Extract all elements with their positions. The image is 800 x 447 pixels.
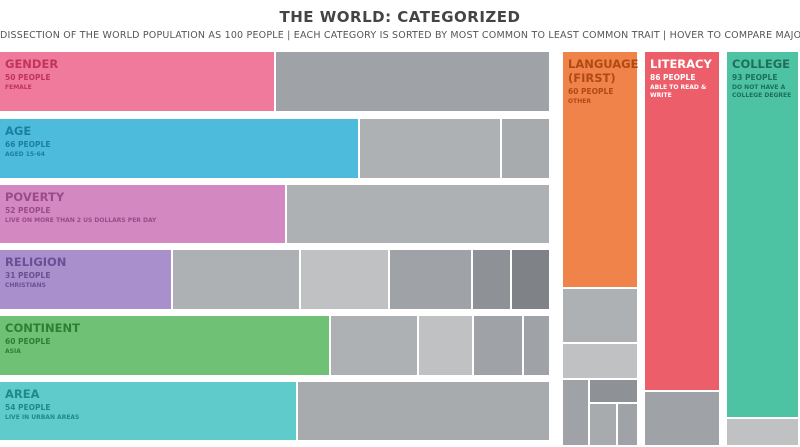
people-count: 66 PEOPLE: [5, 140, 51, 149]
category-label: POVERTY: [5, 190, 65, 204]
people-count: 93 PEOPLE: [732, 73, 778, 82]
people-count: 60 PEOPLE: [568, 87, 614, 96]
category-religion: RELIGION 31 PEOPLE CHRISTIANS: [0, 250, 551, 311]
continent-other-segment[interactable]: [331, 316, 419, 377]
category-label: CONTINENT: [5, 321, 80, 335]
trait-label: FEMALE: [5, 84, 32, 91]
religion-other-segment[interactable]: [390, 250, 473, 311]
category-gender: GENDER 50 PEOPLE FEMALE: [0, 52, 551, 113]
continent-other-segment[interactable]: [524, 316, 551, 377]
category-college: COLLEGE 93 PEOPLE DO NOT HAVE A COLLEGE DE…: [727, 52, 800, 447]
people-count: 52 PEOPLE: [5, 206, 51, 215]
language-first-other-segment[interactable]: [563, 380, 590, 447]
category-language-first: LANGUAGE (FIRST) 60 PEOPLE OTHER: [563, 52, 639, 447]
majority-segment[interactable]: POVERTY 52 PEOPLE LIVE ON MORE THAN 2 US D…: [0, 185, 287, 245]
category-label: AREA: [5, 387, 40, 401]
majority-segment[interactable]: COLLEGE 93 PEOPLE DO NOT HAVE A COLLEGE DE…: [727, 52, 800, 419]
area-other-segment[interactable]: [298, 382, 551, 442]
language-first-other-segment[interactable]: [618, 404, 639, 447]
chart-title: THE WORLD: CATEGORIZED: [279, 8, 521, 26]
category-label: COLLEGE: [732, 57, 791, 71]
chart-subtitle: DISSECTION OF THE WORLD POPULATION AS 10…: [0, 30, 800, 41]
majority-segment[interactable]: LITERACY 86 PEOPLE ABLE TO READ & WRITE: [645, 52, 721, 392]
majority-segment[interactable]: RELIGION 31 PEOPLE CHRISTIANS: [0, 250, 173, 311]
religion-other-segment[interactable]: [512, 250, 551, 311]
category-literacy: LITERACY 86 PEOPLE ABLE TO READ & WRITE: [645, 52, 721, 447]
trait-label: LIVE IN URBAN AREAS: [5, 414, 80, 421]
category-age: AGE 66 PEOPLE AGED 15-64: [0, 119, 551, 180]
religion-other-segment[interactable]: [473, 250, 512, 311]
majority-segment[interactable]: AREA 54 PEOPLE LIVE IN URBAN AREAS: [0, 382, 298, 442]
college-other-segment[interactable]: [727, 419, 800, 447]
trait-label: ABLE TO READ & WRITE: [650, 84, 707, 99]
people-count: 86 PEOPLE: [650, 73, 696, 82]
majority-segment[interactable]: AGE 66 PEOPLE AGED 15-64: [0, 119, 360, 180]
people-count: 54 PEOPLE: [5, 403, 51, 412]
age-other-segment[interactable]: [502, 119, 551, 180]
people-count: 60 PEOPLE: [5, 337, 51, 346]
gender-other-segment[interactable]: [276, 52, 551, 113]
category-label: GENDER: [5, 57, 59, 71]
continent-other-segment[interactable]: [474, 316, 524, 377]
language-first-other-segment[interactable]: [563, 344, 639, 380]
people-count: 50 PEOPLE: [5, 73, 51, 82]
language-first-other-segment[interactable]: [563, 289, 639, 344]
trait-label: ASIA: [5, 348, 21, 355]
religion-other-segment[interactable]: [173, 250, 301, 311]
majority-segment[interactable]: GENDER 50 PEOPLE FEMALE: [0, 52, 276, 113]
category-label: LITERACY: [650, 57, 712, 71]
language-first-other-segment[interactable]: [590, 404, 618, 447]
age-other-segment[interactable]: [360, 119, 502, 180]
poverty-other-segment[interactable]: [287, 185, 551, 245]
language-first-other-segment[interactable]: [590, 380, 639, 404]
majority-segment[interactable]: CONTINENT 60 PEOPLE ASIA: [0, 316, 331, 377]
category-label: RELIGION: [5, 255, 67, 269]
trait-label: DO NOT HAVE A COLLEGE DEGREE: [732, 84, 792, 99]
people-count: 31 PEOPLE: [5, 271, 51, 280]
trait-label: AGED 15-64: [5, 151, 45, 158]
category-label: AGE: [5, 124, 32, 138]
majority-segment[interactable]: LANGUAGE (FIRST) 60 PEOPLE OTHER: [563, 52, 639, 289]
category-continent: CONTINENT 60 PEOPLE ASIA: [0, 316, 551, 377]
trait-label: LIVE ON MORE THAN 2 US DOLLARS PER DAY: [5, 217, 157, 224]
category-area: AREA 54 PEOPLE LIVE IN URBAN AREAS: [0, 382, 551, 442]
category-label: LANGUAGE (FIRST): [568, 57, 639, 85]
trait-label: OTHER: [568, 98, 591, 105]
category-poverty: POVERTY 52 PEOPLE LIVE ON MORE THAN 2 US D…: [0, 185, 551, 245]
continent-other-segment[interactable]: [419, 316, 474, 377]
literacy-other-segment[interactable]: [645, 392, 721, 447]
trait-label: CHRISTIANS: [5, 282, 46, 289]
religion-other-segment[interactable]: [301, 250, 390, 311]
